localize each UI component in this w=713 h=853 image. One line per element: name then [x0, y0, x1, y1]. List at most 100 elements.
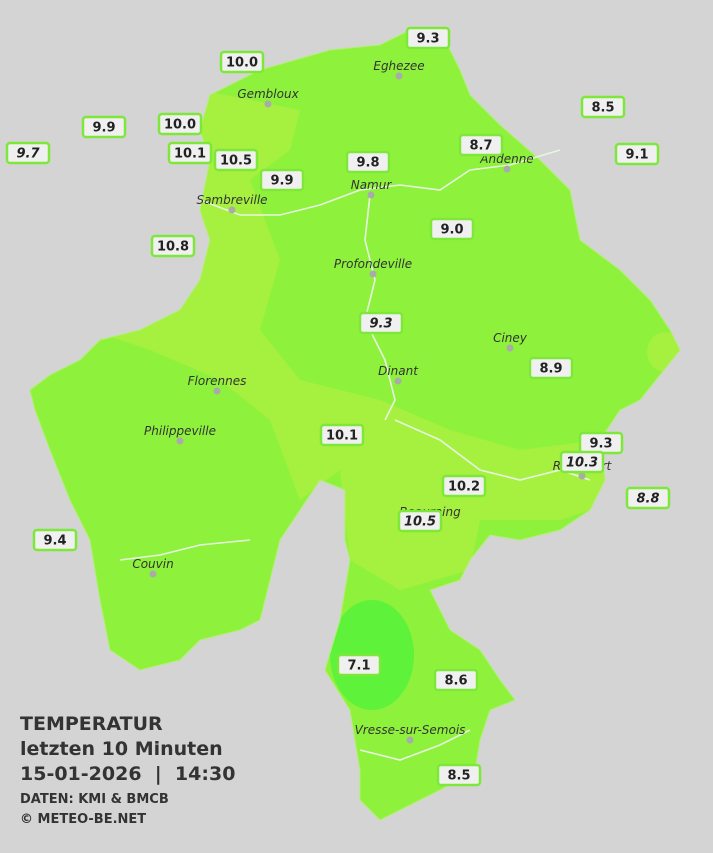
city-label: Profondeville	[334, 257, 412, 271]
city-label: Ciney	[493, 331, 528, 345]
station-value: 9.3	[589, 437, 612, 452]
station-value: 9.8	[356, 156, 379, 171]
station-box	[580, 95, 626, 119]
station-value: 10.5	[404, 515, 436, 530]
station: 8.9	[528, 356, 574, 380]
station-box	[614, 142, 660, 166]
station: 10.0	[157, 112, 203, 136]
station: 9.7	[5, 141, 51, 165]
station-box	[441, 474, 487, 498]
stations: 9.3 10.0 8.5 9.9 10.0 9.7 10.1 10.5 8.7 9.1 9.8 9.9…	[5, 26, 671, 787]
station: 9.3	[405, 26, 451, 50]
city-label: Florennes	[188, 374, 247, 388]
station: 10.2	[441, 474, 487, 498]
city-label: Couvin	[132, 557, 173, 571]
station: 9.9	[81, 115, 127, 139]
city-label: Sambreville	[196, 193, 267, 207]
station: 8.8	[625, 486, 671, 510]
city-label: Gembloux	[237, 87, 299, 101]
city-label: Namur	[351, 178, 393, 192]
station-value: 10.5	[220, 154, 252, 169]
station-box	[458, 133, 504, 157]
legend-title: TEMPERATUR	[20, 713, 163, 735]
city-dot	[506, 344, 514, 352]
station-box	[358, 311, 404, 335]
station: 10.8	[150, 234, 196, 258]
station-box	[32, 528, 78, 552]
station: 8.7	[458, 133, 504, 157]
city-dot	[264, 100, 272, 108]
station-box	[528, 356, 574, 380]
station-box	[436, 763, 482, 787]
city-label: Eghezee	[373, 59, 424, 73]
station: 8.6	[433, 668, 479, 692]
city-dot	[369, 270, 377, 278]
station-value: 9.9	[270, 174, 293, 189]
station-box	[345, 150, 391, 174]
station: 10.1	[167, 141, 213, 165]
station-box	[319, 423, 365, 447]
station-box	[336, 653, 382, 677]
station-value: 9.3	[369, 317, 392, 332]
station-value: 8.9	[539, 362, 562, 377]
city-dot	[176, 437, 184, 445]
station-value: 7.1	[347, 659, 370, 674]
station: 9.4	[32, 528, 78, 552]
station: 9.3	[578, 431, 624, 455]
legend-subtitle: letzten 10 Minuten	[20, 738, 223, 760]
station-value: 8.7	[469, 139, 492, 154]
city-dot	[228, 206, 236, 214]
station: 9.0	[429, 217, 475, 241]
station-box	[429, 217, 475, 241]
station-box	[5, 141, 51, 165]
station-value: 8.5	[591, 101, 614, 116]
station-value: 9.4	[43, 534, 66, 549]
station: 10.3	[559, 450, 605, 474]
station: 9.3	[358, 311, 404, 335]
station: 7.1	[336, 653, 382, 677]
city-dot	[367, 191, 375, 199]
station-box	[150, 234, 196, 258]
legend-source: DATEN: KMI & BMCB	[20, 792, 169, 807]
city-label: Philippeville	[144, 424, 216, 438]
station-value: 9.9	[92, 121, 115, 136]
city-dot	[406, 736, 414, 744]
station-value: 9.0	[440, 223, 463, 238]
station-value: 8.8	[636, 492, 659, 507]
station: 10.5	[213, 148, 259, 172]
station-box	[559, 450, 605, 474]
station-box	[219, 50, 265, 74]
legend-copyright: © METEO-BE.NET	[20, 812, 146, 827]
station-box	[157, 112, 203, 136]
station-box	[397, 509, 443, 533]
station: 8.5	[436, 763, 482, 787]
city-dot	[503, 165, 511, 173]
city-dot	[578, 472, 586, 480]
city-dot	[149, 570, 157, 578]
station-box	[213, 148, 259, 172]
station-box	[81, 115, 127, 139]
station-value: 10.1	[174, 147, 206, 162]
station-box	[433, 668, 479, 692]
cities: EghezeeGemblouxAndenneSambrevilleNamurPr…	[132, 59, 613, 744]
station-value: 10.2	[448, 480, 480, 495]
station: 10.1	[319, 423, 365, 447]
station-value: 9.3	[416, 32, 439, 47]
station-value: 10.0	[164, 118, 196, 133]
station: 9.1	[614, 142, 660, 166]
station: 10.0	[219, 50, 265, 74]
station-box	[625, 486, 671, 510]
station-value: 9.1	[625, 148, 648, 163]
city-dot	[213, 387, 221, 395]
station-box	[405, 26, 451, 50]
station: 8.5	[580, 95, 626, 119]
station-value: 9.7	[16, 147, 40, 162]
station: 9.9	[259, 168, 305, 192]
station-value: 8.6	[444, 674, 467, 689]
station: 9.8	[345, 150, 391, 174]
legend: TEMPERATUR letzten 10 Minuten 15-01-2026…	[20, 713, 235, 827]
station-box	[167, 141, 213, 165]
station-value: 8.5	[447, 769, 470, 784]
station-value: 10.0	[226, 56, 258, 71]
